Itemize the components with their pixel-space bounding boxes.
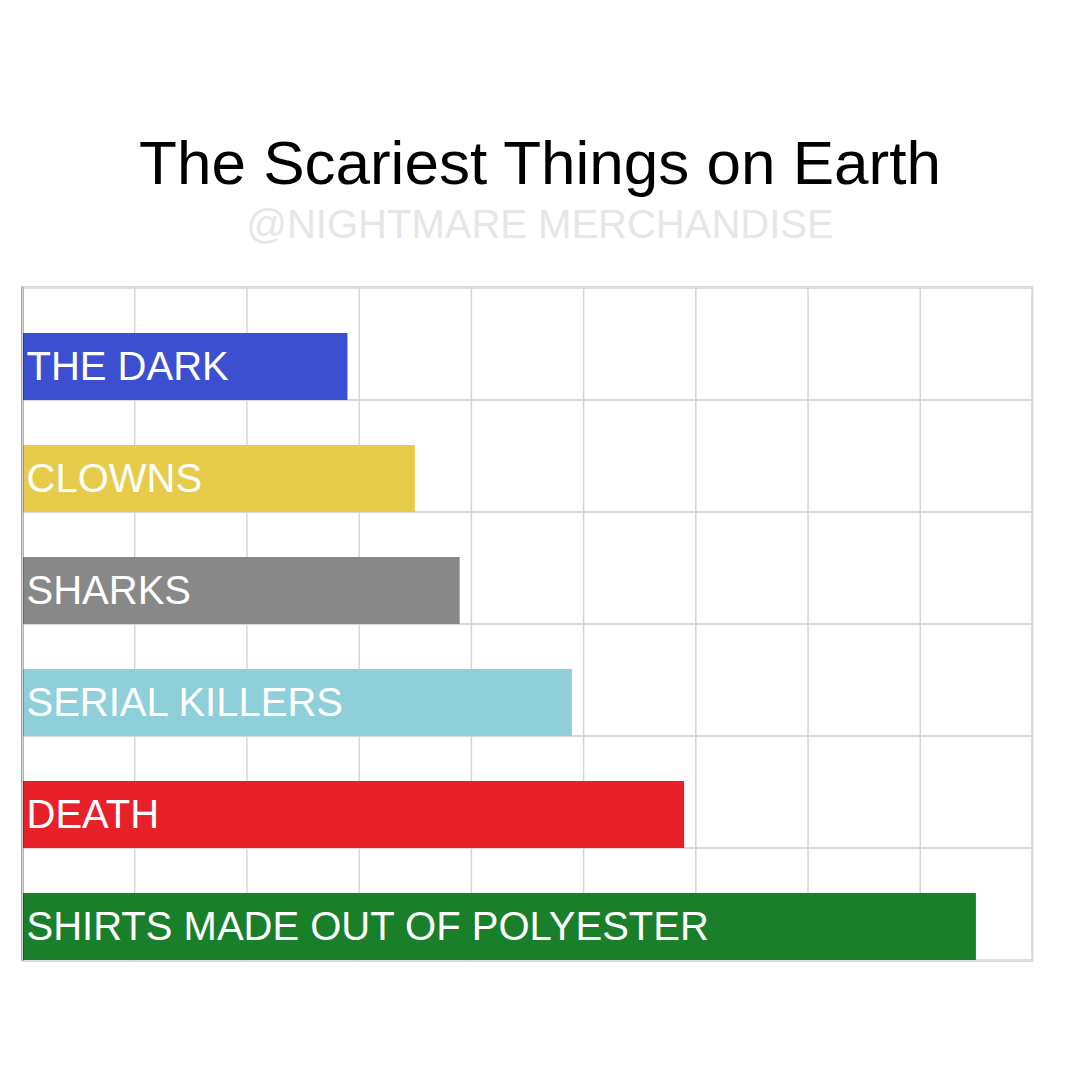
- svg-text:CLOWNS: CLOWNS: [27, 456, 203, 500]
- svg-text:SHARKS: SHARKS: [27, 568, 192, 612]
- html-text:The Scariest Things on Earth: The Scariest Things on Earth: [139, 128, 941, 197]
- html-text:@NIGHTMARE MERCHANDISE: @NIGHTMARE MERCHANDISE: [246, 202, 834, 246]
- svg-text:SHIRTS MADE OUT OF POLYESTER: SHIRTS MADE OUT OF POLYESTER: [27, 904, 709, 948]
- svg-text:DEATH: DEATH: [27, 792, 160, 836]
- svg-text:THE DARK: THE DARK: [27, 344, 230, 388]
- svg-text:SERIAL KILLERS: SERIAL KILLERS: [27, 680, 343, 724]
